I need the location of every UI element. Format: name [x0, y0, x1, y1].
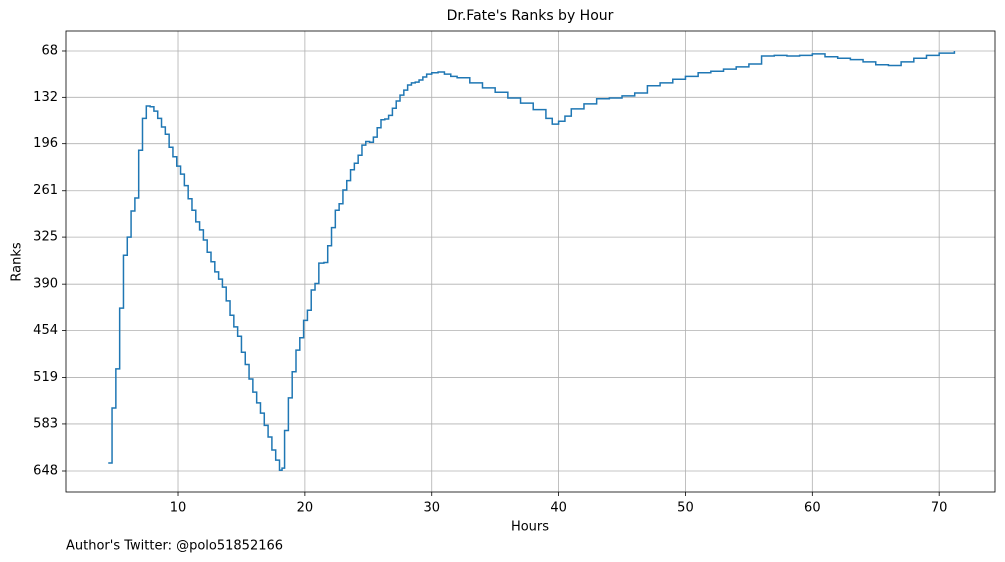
chart-title: Dr.Fate's Ranks by Hour	[447, 8, 614, 24]
annotation: Author's Twitter: @polo51852166	[66, 539, 283, 554]
y-tick-label: 196	[33, 136, 58, 151]
x-tick-label: 70	[931, 501, 948, 516]
x-tick-label: 20	[297, 501, 314, 516]
y-tick-label: 132	[33, 90, 58, 105]
y-tick-label: 390	[33, 277, 58, 292]
y-tick-label: 325	[33, 230, 58, 245]
x-tick-label: 60	[804, 501, 821, 516]
y-tick-label: 454	[33, 323, 58, 338]
y-tick-label: 261	[33, 183, 58, 198]
x-tick-label: 50	[677, 501, 694, 516]
y-tick-label: 519	[33, 370, 58, 385]
y-tick-label: 648	[33, 463, 58, 478]
plot-frame	[65, 30, 996, 493]
y-axis-label: Ranks	[10, 242, 25, 281]
x-axis-label: Hours	[511, 520, 549, 535]
y-tick-label: 68	[41, 43, 58, 58]
x-tick-label: 10	[170, 501, 187, 516]
x-tick-label: 30	[423, 501, 440, 516]
x-tick-label: 40	[550, 501, 567, 516]
y-tick-label: 583	[33, 416, 58, 431]
data-line	[108, 50, 956, 472]
